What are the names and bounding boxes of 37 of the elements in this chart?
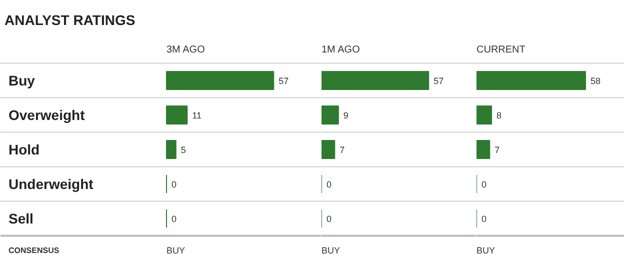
bar (166, 140, 176, 159)
y-tick-label: Hold (8, 142, 40, 158)
text: BUY (476, 246, 496, 256)
data-label: 58 (590, 76, 601, 86)
y-tick-label: Underweight (8, 176, 94, 192)
bar (476, 71, 586, 90)
bar (166, 106, 188, 124)
data-label: 0 (482, 214, 487, 224)
data-label: 0 (172, 214, 177, 224)
data-label: 11 (192, 110, 202, 120)
data-label: 9 (343, 110, 348, 120)
bar (476, 140, 490, 159)
chart-subtitle: 3M AGO (166, 44, 206, 56)
bar (322, 71, 430, 90)
data-label: 0 (482, 180, 487, 190)
y-tick-label: Overweight (8, 107, 86, 123)
bar (322, 140, 336, 159)
bar (476, 106, 492, 124)
chart-subtitle: CURRENT (476, 44, 526, 56)
y-tick-label: Sell (8, 210, 34, 226)
data-label: 0 (326, 180, 332, 190)
text: BUY (322, 246, 340, 256)
data-label: 0 (172, 180, 177, 190)
data-label: 0 (326, 214, 332, 224)
chart-subtitle: 1M AGO (322, 44, 360, 56)
data-label: 57 (278, 76, 289, 86)
data-label: 8 (496, 110, 502, 120)
text: CONSENSUS (8, 246, 60, 256)
data-label: 7 (494, 145, 500, 155)
data-label: 57 (434, 76, 444, 86)
data-label: 7 (340, 145, 345, 155)
bar (322, 106, 339, 124)
y-tick-label: Buy (8, 72, 36, 88)
text: BUY (166, 246, 186, 256)
chart-title: ANALYST RATINGS (4, 12, 136, 28)
data-label: 5 (180, 145, 186, 155)
bar (166, 71, 274, 90)
